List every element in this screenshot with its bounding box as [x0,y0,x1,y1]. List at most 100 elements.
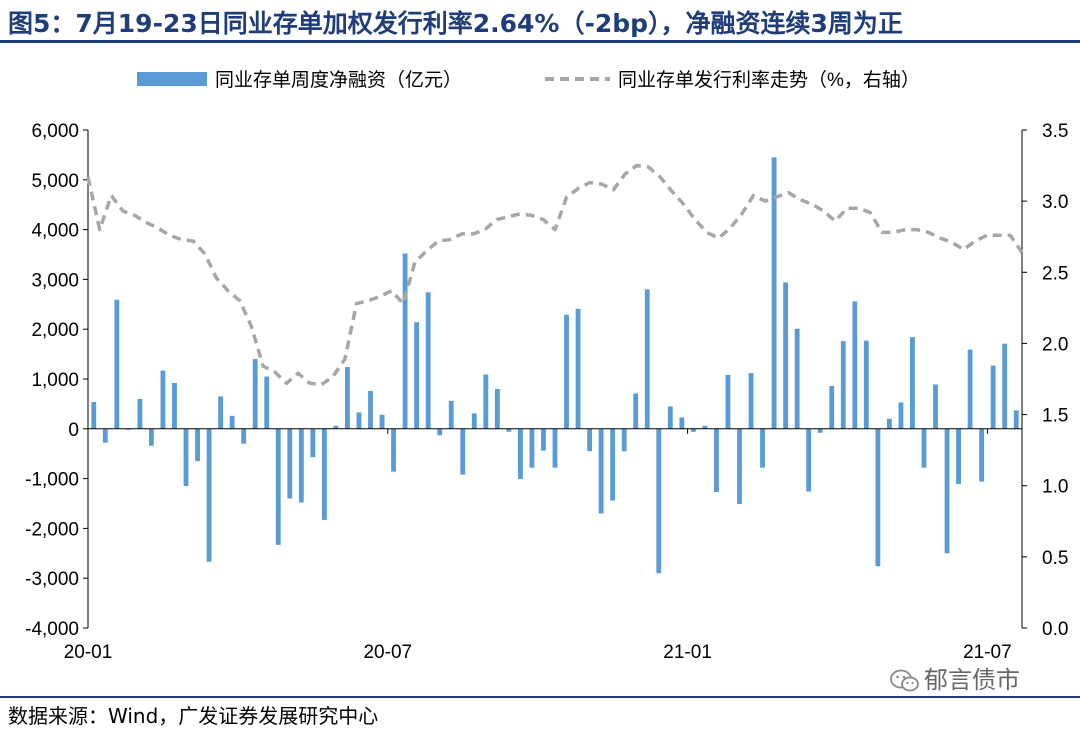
bar [910,337,915,429]
bar [494,388,500,429]
bar [886,418,892,429]
plot-area: 6,000 5,000 4,000 3,000 2,000 1,000 0 -1,000 -2,… [25,121,1068,663]
bar [206,428,212,562]
wechat-icon [890,669,919,692]
chart: 同业存单周度净融资（亿元） 同业存单发行利率走势（%，右轴） 6,000 5,00… [25,69,1068,663]
bar [771,157,777,429]
legend-bar-label: 同业存单周度净融资（亿元） [215,69,462,91]
bar [598,428,604,514]
right-tick-label: 1.5 [1042,406,1068,427]
bar [229,415,235,429]
left-tick-label: 5,000 [31,171,79,192]
bar [333,425,339,429]
bar [1002,343,1008,429]
legend: 同业存单周度净融资（亿元） 同业存单发行利率走势（%，右轴） [137,69,920,91]
bar [921,428,927,468]
bar [656,428,662,574]
left-tick-label: 4,000 [31,221,79,242]
bar [979,428,985,482]
bar [852,301,858,429]
bar [702,425,708,429]
bar [529,428,535,468]
watermark: 郁言债市 [890,660,1020,695]
bar [356,412,362,429]
left-tick-label: -4,000 [25,619,79,640]
bar [275,428,281,545]
right-tick-label: 3.5 [1042,121,1068,142]
bar [172,382,177,429]
bar [737,428,742,504]
bar [448,400,454,429]
bar [437,428,443,436]
bar [137,398,143,429]
right-tick-label: 0.0 [1042,619,1068,640]
bar [298,428,304,503]
left-tick-label: -2,000 [25,519,79,540]
legend-bar-swatch [137,72,207,86]
bar [148,428,154,446]
bar [667,406,673,429]
bar [840,341,846,429]
x-tick-label: 21-07 [963,642,1012,663]
bar [806,428,812,492]
right-tick-label: 2.5 [1042,263,1068,284]
bar [310,428,316,458]
bar [160,370,166,429]
bar [195,428,200,462]
bar [102,428,108,443]
left-tick-label: 2,000 [31,320,79,341]
bar [91,401,97,429]
bar [483,374,489,429]
bar [817,428,823,433]
bar [633,393,639,429]
bar [956,428,962,485]
bar [321,428,327,520]
bar [368,390,373,429]
bar [944,428,950,554]
chart-title: 图5：7月19-23日同业存单加权发行利率2.64%（-2bp），净融资连续3周… [8,9,903,38]
bar [690,428,696,432]
right-tick-label: 0.5 [1042,548,1068,569]
footer-divider [0,696,1080,698]
left-tick-label: -3,000 [25,569,79,590]
legend-line-label: 同业存单发行利率走势（%，右轴） [618,69,920,91]
bar [863,340,869,429]
bar [967,349,973,429]
bar [564,314,569,429]
left-tick-label: 0 [68,420,79,441]
bar [402,253,408,429]
bar [714,428,719,493]
bar [287,428,293,499]
bar [1013,410,1019,429]
bar [425,292,431,429]
right-tick-label: 1.0 [1042,477,1068,498]
bar [621,428,627,452]
bar [506,428,512,432]
bar [345,367,350,429]
bar [552,428,558,468]
bar [760,428,765,468]
left-tick-label: 6,000 [31,121,79,142]
x-tick-label: 21-01 [663,642,712,663]
bar [875,428,881,567]
bar [783,282,789,429]
bar [460,428,466,475]
watermark-text: 郁言债市 [924,666,1020,694]
bar [679,417,685,429]
bar [898,402,904,429]
bar [794,328,800,429]
bar [252,359,258,429]
bar [644,289,650,429]
x-tick-label: 20-01 [64,642,113,663]
rate-line [86,163,1024,387]
x-tick-label: 20-07 [363,642,412,663]
right-tick-label: 3.0 [1042,192,1068,213]
bar [183,428,189,487]
bar [241,428,247,444]
bar [379,414,385,429]
bar [471,413,477,429]
bar [541,428,546,451]
title-divider [0,40,1080,43]
bar [391,428,396,472]
bar [990,365,996,429]
